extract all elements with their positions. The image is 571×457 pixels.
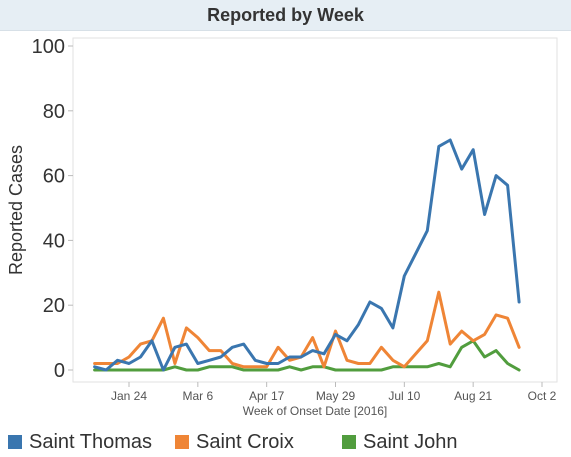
x-tick-label: Jul 10 <box>388 389 420 403</box>
x-axis-title: Week of Onset Date [2016] <box>243 404 388 418</box>
y-tick-label: 0 <box>54 360 65 382</box>
x-tick-label: Aug 21 <box>454 389 492 403</box>
legend-swatch-saint-thomas <box>8 435 22 449</box>
y-tick-label: 80 <box>43 101 65 123</box>
x-tick-label: Mar 6 <box>182 389 213 403</box>
legend-item-saint-john[interactable]: Saint John <box>342 428 458 456</box>
y-tick-label: 60 <box>43 166 65 188</box>
y-tick-label: 20 <box>43 295 65 317</box>
y-axis-title: Reported Cases <box>6 145 26 275</box>
chart-plot: 0 20 40 60 80 100 Jan 24 Mar 6 Apr 17 May 29 Jul 1… <box>6 36 558 418</box>
chart-legend: Saint Thomas Saint Croix Saint John <box>0 428 571 456</box>
legend-label-saint-thomas: Saint Thomas <box>29 431 153 453</box>
legend-item-saint-croix[interactable]: Saint Croix <box>175 428 294 456</box>
y-tick-label: 40 <box>43 230 65 252</box>
plot-border <box>72 37 558 383</box>
legend-item-saint-thomas[interactable]: Saint Thomas <box>8 428 152 456</box>
legend-label-saint-croix: Saint Croix <box>196 431 294 453</box>
y-tick-label: 100 <box>32 36 65 58</box>
legend-swatch-saint-croix <box>175 435 189 449</box>
legend-swatch-saint-john <box>342 435 356 449</box>
legend-label-saint-john: Saint John <box>363 431 458 453</box>
x-tick-label: May 29 <box>316 389 356 403</box>
series-line-saint-croix <box>93 290 521 369</box>
series-line-saint-thomas <box>93 138 521 372</box>
chart-title: Reported by Week <box>0 0 571 31</box>
x-tick-label: Apr 17 <box>249 389 285 403</box>
x-tick-label: Jan 24 <box>111 389 147 403</box>
x-tick-label: Oct 2 <box>528 389 557 403</box>
